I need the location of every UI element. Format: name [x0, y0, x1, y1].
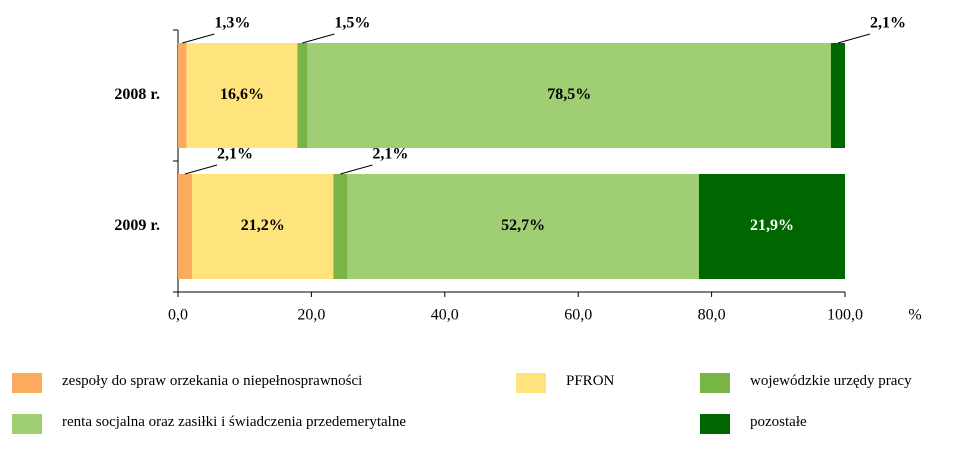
bar-segment	[297, 43, 308, 148]
x-axis-unit: %	[908, 307, 921, 324]
bar-segment	[347, 174, 699, 279]
legend-label: zespoły do spraw orzekania o niepełnospr…	[62, 373, 363, 389]
bar-segment	[178, 174, 193, 279]
data-label: 52,7%	[501, 217, 545, 234]
legend-swatch	[700, 373, 730, 393]
legend-item: wojewódzkie urzędy pracy	[700, 373, 977, 393]
data-label: 2,1%	[870, 15, 906, 32]
data-label: 21,9%	[750, 217, 794, 234]
x-tick-label: 100,0	[827, 307, 863, 324]
legend-swatch	[12, 373, 42, 393]
legend-item: pozostałe	[700, 414, 950, 434]
data-label: 78,5%	[547, 86, 591, 103]
data-label: 2,1%	[372, 146, 408, 163]
legend-label: pozostałe	[750, 414, 807, 430]
data-label: 1,5%	[334, 15, 370, 32]
leader-line	[182, 33, 215, 44]
data-label: 21,2%	[241, 217, 285, 234]
leader-line	[837, 33, 871, 44]
bar-segment	[186, 43, 298, 148]
legend-label: PFRON	[566, 373, 615, 389]
legend-swatch	[700, 414, 730, 434]
leader-line	[184, 164, 218, 175]
legend-label: wojewódzkie urzędy pracy	[750, 373, 912, 389]
legend-item: PFRON	[516, 373, 686, 393]
y-tick-label: 2009 r.	[114, 217, 160, 234]
legend-swatch	[516, 373, 546, 393]
legend-item: zespoły do spraw orzekania o niepełnospr…	[12, 373, 492, 393]
x-tick-label: 0,0	[168, 307, 188, 324]
bar-segment	[333, 174, 348, 279]
bar-segment	[178, 43, 187, 148]
x-tick-label: 20,0	[297, 307, 325, 324]
leader-line	[340, 164, 373, 175]
bar-segment	[192, 174, 334, 279]
bar-segment	[307, 43, 831, 148]
bar-segment	[830, 43, 845, 148]
y-tick-label: 2008 r.	[114, 86, 160, 103]
data-label: 16,6%	[220, 86, 264, 103]
leader-line	[302, 33, 335, 44]
chart: % 0,0 20,0 40,0 60,0 80,0 100,0 2008 r. 1,3% 16,…	[114, 15, 921, 324]
x-tick-label: 80,0	[698, 307, 726, 324]
data-label: 2,1%	[217, 146, 253, 163]
legend-label: renta socjalna oraz zasiłki i świadczeni…	[62, 414, 406, 430]
legend-swatch	[12, 414, 42, 434]
data-label: 1,3%	[214, 15, 250, 32]
bar-segment	[698, 174, 845, 279]
x-tick-label: 60,0	[564, 307, 592, 324]
legend-item: renta socjalna oraz zasiłki i świadczeni…	[12, 414, 432, 434]
x-tick-label: 40,0	[431, 307, 459, 324]
